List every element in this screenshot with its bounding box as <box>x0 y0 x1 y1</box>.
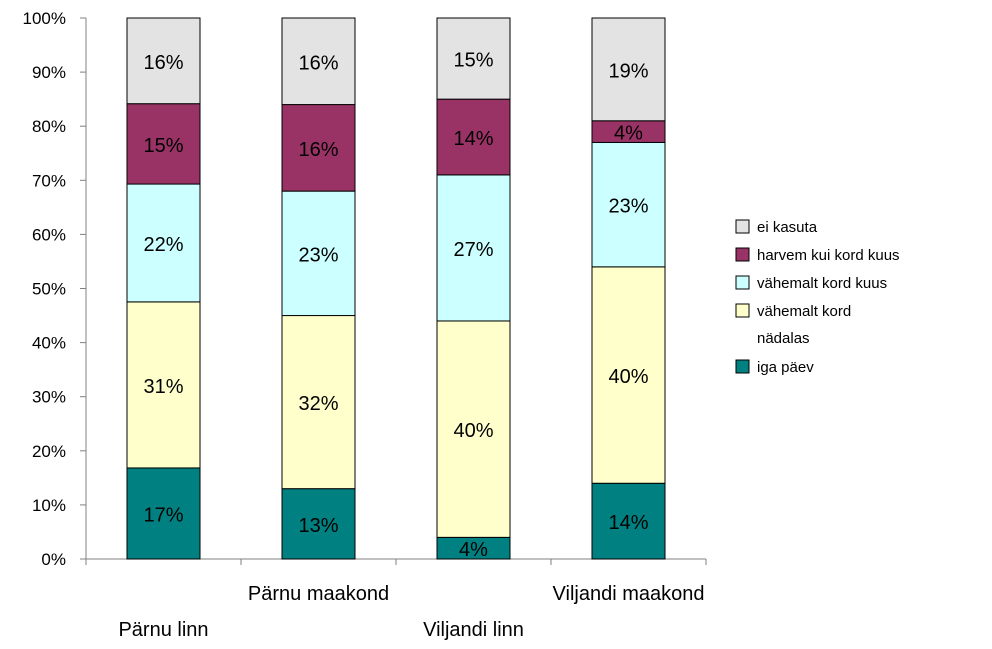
data-label: 31% <box>143 376 183 398</box>
data-label: 16% <box>143 52 183 74</box>
legend-label: ei kasuta <box>757 219 818 236</box>
legend-label: iga päev <box>757 359 814 376</box>
y-tick-label: 70% <box>32 171 66 190</box>
bar-segment[interactable] <box>591 141 666 268</box>
bar-segment[interactable] <box>126 103 201 185</box>
data-label: 17% <box>143 504 183 526</box>
data-label: 22% <box>143 234 183 256</box>
y-tick-label: 100% <box>23 9 66 28</box>
bar-segment[interactable] <box>281 104 356 192</box>
data-label: 23% <box>298 244 338 266</box>
y-tick-label: 10% <box>32 496 66 515</box>
bar-segment[interactable] <box>281 17 356 106</box>
bar-segment[interactable] <box>126 17 201 105</box>
legend-swatch <box>735 247 750 262</box>
data-label: 27% <box>453 239 493 261</box>
data-label: 15% <box>453 50 493 72</box>
y-tick-label: 80% <box>32 117 66 136</box>
bar-segment[interactable] <box>281 190 356 317</box>
bar-segment[interactable] <box>281 315 356 490</box>
bar-segment[interactable] <box>591 17 666 122</box>
bar-segment[interactable] <box>591 266 666 484</box>
legend-swatch <box>735 275 750 290</box>
legend-swatch <box>735 303 750 318</box>
x-tick-label: Pärnu linn <box>118 619 208 641</box>
bar-segment[interactable] <box>436 17 511 100</box>
y-tick-label: 20% <box>32 442 66 461</box>
data-label: 14% <box>608 512 648 534</box>
bar-segment[interactable] <box>436 174 511 322</box>
legend-swatch <box>735 219 750 234</box>
y-tick-label: 50% <box>32 280 66 299</box>
data-label: 16% <box>298 139 338 161</box>
data-label: 40% <box>608 366 648 388</box>
x-tick-label: Pärnu maakond <box>248 583 389 605</box>
data-label: 4% <box>459 539 488 561</box>
y-tick-label: 30% <box>32 388 66 407</box>
x-tick-label: Viljandi linn <box>423 619 524 641</box>
data-label: 19% <box>608 60 648 82</box>
data-label: 23% <box>608 196 648 218</box>
bar-segment[interactable] <box>591 482 666 560</box>
bar-segment[interactable] <box>281 488 356 560</box>
legend-label: harvem kui kord kuus <box>757 247 900 264</box>
y-tick-label: 0% <box>41 550 66 569</box>
x-tick-label: Viljandi maakond <box>553 583 705 605</box>
y-tick-label: 90% <box>32 63 66 82</box>
y-tick-label: 60% <box>32 225 66 244</box>
data-label: 4% <box>614 123 643 145</box>
data-label: 16% <box>298 52 338 74</box>
y-tick-label: 40% <box>32 334 66 353</box>
legend-swatch <box>735 359 750 374</box>
legend-label: vähemalt kord nädalas <box>757 303 851 347</box>
data-label: 32% <box>298 393 338 415</box>
data-label: 15% <box>143 135 183 157</box>
data-label: 14% <box>453 128 493 150</box>
data-label: 40% <box>453 420 493 442</box>
legend-label: vähemalt kord kuus <box>757 275 887 292</box>
data-label: 13% <box>298 515 338 537</box>
